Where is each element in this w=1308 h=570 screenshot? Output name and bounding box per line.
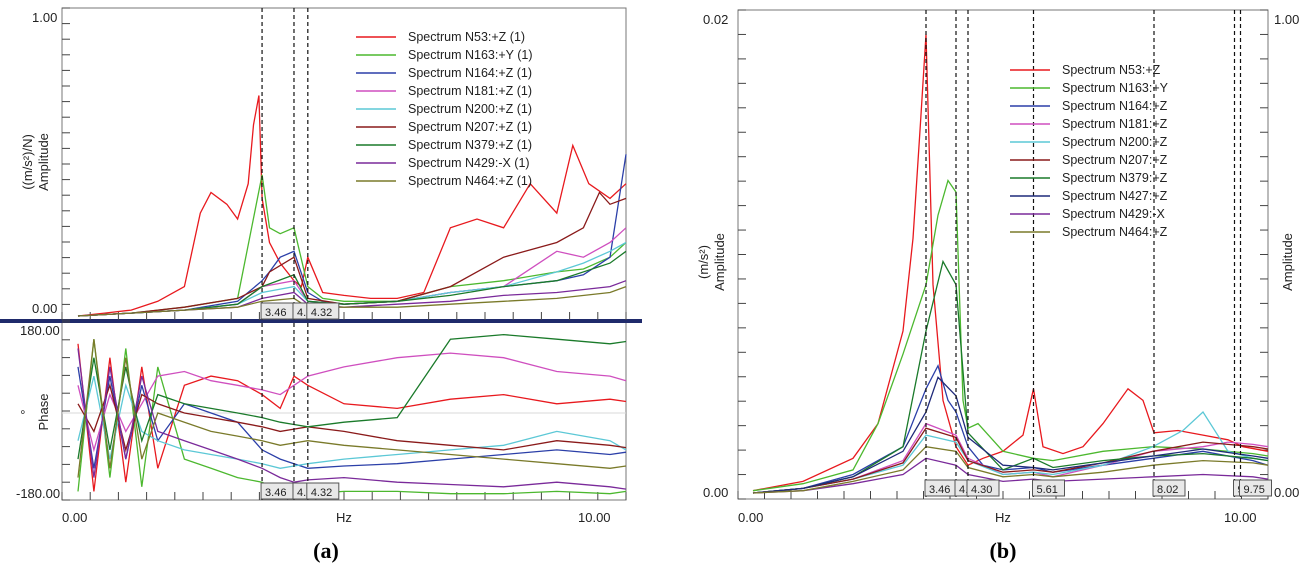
a-phase-series-line-6	[77, 333, 627, 460]
legend-label: Spectrum N427:+Z	[1062, 189, 1168, 203]
b-series-line-8	[752, 457, 1269, 494]
panel-b-cursors: 3.464.064.305.618.029.639.75	[924, 10, 1272, 499]
panel-a: 3.464.064.323.464.064.32 Spectrum N53:+Z…	[0, 7, 642, 563]
a-phase-series-line-3	[77, 352, 627, 453]
panel-b-xtick-start: 0.00	[738, 510, 763, 525]
legend-label: Spectrum N207:+Z (1)	[408, 120, 532, 134]
b-cursor-label: 4.30	[971, 484, 992, 496]
panel-a-phase-series	[77, 333, 627, 495]
panel-a-amp-ylabel-units: ((m/s²)/N)	[20, 134, 35, 190]
panel-a-legend: Spectrum N53:+Z (1) Spectrum N163:+Y (1) S…	[356, 30, 532, 188]
a-phase-cursor-label: 4.32	[311, 487, 332, 499]
a-amp-cursor-label-box	[306, 302, 340, 320]
legend-label: Spectrum N181:+Z (1)	[408, 84, 532, 98]
legend-label: Spectrum N164:+Z	[1062, 99, 1168, 113]
panel-b-legend: Spectrum N53:+Z Spectrum N163:+Y Spectrum …	[1010, 63, 1169, 239]
b-cursor-label: 3.46	[929, 484, 950, 496]
a-phase-series-line-0	[77, 343, 627, 492]
b-series-line-5	[752, 427, 1269, 494]
panel-a-xtick-end: 10.00	[578, 510, 611, 525]
panel-a-phase-ylabel-units: °	[18, 409, 33, 414]
panel-b-xlabel: Hz	[995, 510, 1011, 525]
panel-a-amp-ytick-bottom: 0.00	[32, 301, 57, 316]
panel-a-amp-ytick-top: 1.00	[32, 10, 57, 25]
legend-label: Spectrum N200:+Z	[1062, 135, 1168, 149]
b-cursor-label: 5.61	[1037, 484, 1058, 496]
b-cursor-label-box	[966, 479, 1000, 497]
panel-a-phase-frame	[61, 321, 627, 501]
b-series-line-1	[752, 179, 1269, 492]
b-series-line-0	[752, 34, 1269, 492]
b-series-line-7	[752, 376, 1269, 494]
a-phase-cursor-label-box	[306, 482, 340, 500]
legend-label: Spectrum N379:+Z (1)	[408, 138, 532, 152]
panel-b-ylabel-right: Amplitude	[1280, 233, 1295, 291]
panel-b-caption: (b)	[990, 538, 1017, 563]
a-amp-cursor-label: 4.32	[311, 307, 332, 319]
a-phase-series-line-4	[77, 375, 627, 469]
panel-a-xtick-start: 0.00	[62, 510, 87, 525]
a-amp-series-line-0	[77, 95, 627, 317]
panel-b-ylabel: Amplitude	[712, 233, 727, 291]
panel-b-xtick-end: 10.00	[1224, 510, 1257, 525]
legend-label: Spectrum N379:+Z	[1062, 171, 1168, 185]
panel-a-caption: (a)	[313, 538, 339, 563]
legend-label: Spectrum N200:+Z (1)	[408, 102, 532, 116]
legend-label: Spectrum N207:+Z	[1062, 153, 1168, 167]
b-cursor-label-box	[1032, 479, 1065, 497]
panel-b-ytick-bottom: 0.00	[703, 485, 728, 500]
a-phase-cursor-label: 3.46	[265, 487, 286, 499]
panel-a-amplitude-frame	[61, 7, 627, 321]
panel-a-amplitude-grid	[61, 7, 627, 321]
b-cursor-label-box	[1239, 479, 1272, 497]
panel-b-grid	[737, 9, 1269, 500]
legend-label: Spectrum N464:+Z	[1062, 225, 1168, 239]
panel-b-frame	[737, 9, 1269, 500]
legend-label: Spectrum N429:-X	[1062, 207, 1165, 221]
legend-label: Spectrum N181:+Z	[1062, 117, 1168, 131]
panel-a-cursors: 3.464.064.323.464.064.32	[260, 8, 340, 500]
panel-a-phase-ylabel: Phase	[36, 394, 51, 431]
panel-b-ytick-right-bottom: 0.00	[1274, 485, 1299, 500]
a-amp-cursor-label: 3.46	[265, 307, 286, 319]
a-phase-series-line-7	[77, 348, 627, 490]
panel-a-amp-ylabel: Amplitude	[36, 133, 51, 191]
panel-b-ylabel-units: (m/s²)	[696, 245, 711, 279]
panel-a-xlabel: Hz	[336, 510, 352, 525]
legend-label: Spectrum N429:-X (1)	[408, 156, 530, 170]
panel-b-ytick-right-top: 1.00	[1274, 12, 1299, 27]
panel-b: 3.464.064.305.618.029.639.75 Spectrum N5…	[696, 9, 1299, 563]
b-series-line-9	[752, 446, 1269, 494]
legend-label: Spectrum N53:+Z (1)	[408, 30, 525, 44]
legend-label: Spectrum N164:+Z (1)	[408, 66, 532, 80]
panel-a-phase-grid	[61, 321, 627, 501]
a-phase-series-line-5	[77, 383, 627, 453]
panel-a-phase-ytick-bottom: -180.00	[16, 486, 60, 501]
a-phase-series-line-8	[77, 339, 627, 478]
panel-a-phase-ytick-top: 180.00	[20, 323, 60, 338]
legend-label: Spectrum N53:+Z	[1062, 63, 1161, 77]
panel-b-ytick-top: 0.02	[703, 12, 728, 27]
legend-label: Spectrum N163:+Y (1)	[408, 48, 532, 62]
b-cursor-label: 8.02	[1157, 484, 1178, 496]
legend-label: Spectrum N163:+Y	[1062, 81, 1169, 95]
b-cursor-label: 9.75	[1244, 484, 1265, 496]
legend-label: Spectrum N464:+Z (1)	[408, 174, 532, 188]
b-cursor-label-box	[1152, 479, 1186, 497]
panel-b-series	[752, 34, 1269, 494]
